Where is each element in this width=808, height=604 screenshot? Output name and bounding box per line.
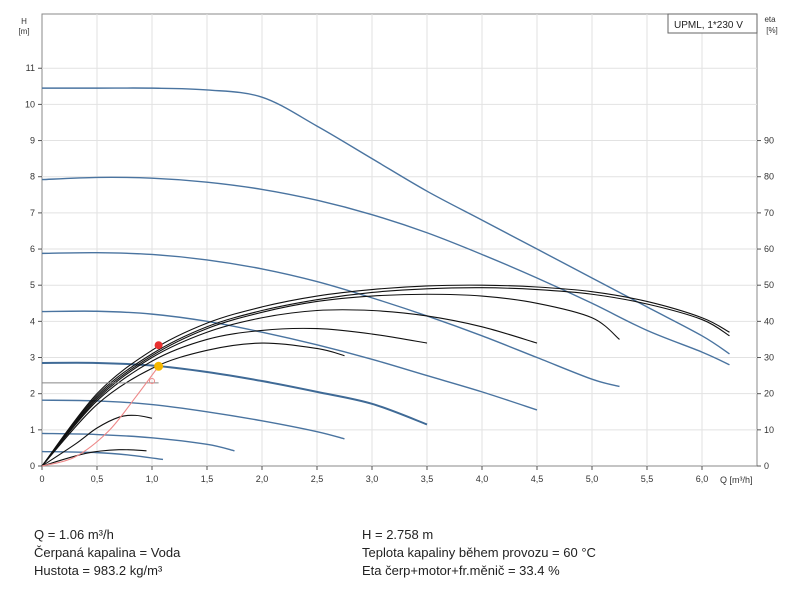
- x-tick-label: 3,0: [366, 474, 379, 484]
- eta-curve: [41, 293, 620, 467]
- x-tick-label: 2,0: [256, 474, 269, 484]
- x-tick-label: 2,5: [311, 474, 324, 484]
- y-tick-label: 1: [30, 425, 35, 435]
- x-tick-label: 0: [39, 474, 44, 484]
- info-head: H = 2.758 m: [362, 527, 434, 542]
- y2-tick-label: 0: [764, 461, 769, 471]
- axis-ticks: 0 0,5 1,0 1,5 2,0 2,5 3,0 3,5 4,0 4,5 5,0 5,5 6,0 0 1 2…: [25, 63, 774, 484]
- y-tick-label: 11: [26, 63, 35, 73]
- head-curves: [41, 87, 730, 461]
- operating-points: [41, 341, 164, 467]
- y2-tick-label: 10: [764, 425, 774, 435]
- legend-label: UPML, 1*230 V: [674, 20, 743, 31]
- eta-curve: [41, 287, 730, 467]
- y-tick-label: 5: [30, 280, 35, 290]
- x-tick-label: 5,0: [586, 474, 599, 484]
- y2-tick-label: 40: [764, 316, 774, 326]
- info-efficiency: Eta čerp+motor+fr.měnič = 33.4 %: [362, 563, 560, 578]
- y-left-label-line1: H: [21, 17, 27, 26]
- y2-tick-label: 50: [764, 280, 774, 290]
- head-curve: [42, 87, 730, 355]
- head-curve: [41, 361, 428, 426]
- y2-tick-label: 20: [764, 389, 774, 399]
- head-curve: [41, 450, 164, 461]
- x-tick-label: 4,5: [531, 474, 544, 484]
- small-marker: [149, 378, 155, 385]
- y-tick-label: 8: [30, 172, 35, 182]
- head-curve: [41, 432, 235, 452]
- eta-curve: [41, 414, 153, 467]
- y-tick-label: 3: [30, 353, 35, 363]
- x-tick-label: 5,5: [641, 474, 654, 484]
- info-left: Q = 1.06 m³/h Čerpaná kapalina = Voda Hu…: [34, 526, 180, 580]
- x-tick-label: 0,5: [91, 474, 104, 484]
- x-tick-label: 1,0: [146, 474, 159, 484]
- y-right-label-line1: eta: [764, 15, 776, 24]
- operating-point-head: [154, 361, 164, 371]
- eta-curve: [41, 342, 345, 467]
- system-curve: [41, 365, 160, 467]
- info-right: H = 2.758 m Teplota kapaliny během provo…: [362, 526, 596, 580]
- y-tick-label: 6: [30, 244, 35, 254]
- y2-tick-label: 80: [764, 172, 774, 182]
- y2-tick-label: 90: [764, 136, 774, 146]
- y2-tick-label: 60: [764, 244, 774, 254]
- y2-tick-label: 70: [764, 208, 774, 218]
- info-flow: Q = 1.06 m³/h: [34, 527, 114, 542]
- x-tick-label: 3,5: [421, 474, 434, 484]
- x-tick-label: 6,0: [696, 474, 709, 484]
- efficiency-curves: [41, 284, 730, 467]
- eta-curve: [41, 327, 428, 467]
- pump-curve-chart: 0 0,5 1,0 1,5 2,0 2,5 3,0 3,5 4,0 4,5 5,0 5,5 6,0 0 1 2…: [18, 13, 778, 485]
- operating-point-eta: [154, 341, 163, 350]
- info-density: Hustota = 983.2 kg/m³: [34, 563, 163, 578]
- y-left-label-line2: [m]: [18, 27, 29, 36]
- x-axis-label: Q [m³/h]: [720, 475, 753, 485]
- y-tick-label: 0: [30, 461, 35, 471]
- y-tick-label: 7: [30, 208, 35, 218]
- head-curve: [41, 251, 620, 388]
- info-temperature: Teplota kapaliny během provozu = 60 °C: [362, 545, 596, 560]
- eta-curve: [41, 284, 730, 467]
- y-tick-label: 9: [30, 136, 35, 146]
- grid: [42, 14, 757, 466]
- info-liquid: Čerpaná kapalina = Voda: [34, 545, 181, 560]
- y-tick-label: 4: [30, 316, 35, 326]
- head-curve: [41, 310, 538, 411]
- y2-tick-label: 30: [764, 353, 774, 363]
- plot-area: [41, 13, 758, 467]
- x-tick-label: 1,5: [201, 474, 214, 484]
- y-tick-label: 10: [25, 99, 35, 109]
- y-right-label-line2: [%]: [766, 26, 778, 35]
- head-curve: [41, 176, 730, 366]
- legend-box: [667, 13, 758, 34]
- eta-curve: [41, 309, 538, 467]
- eta-curve: [41, 449, 147, 467]
- y-tick-label: 2: [30, 389, 35, 399]
- x-tick-label: 4,0: [476, 474, 489, 484]
